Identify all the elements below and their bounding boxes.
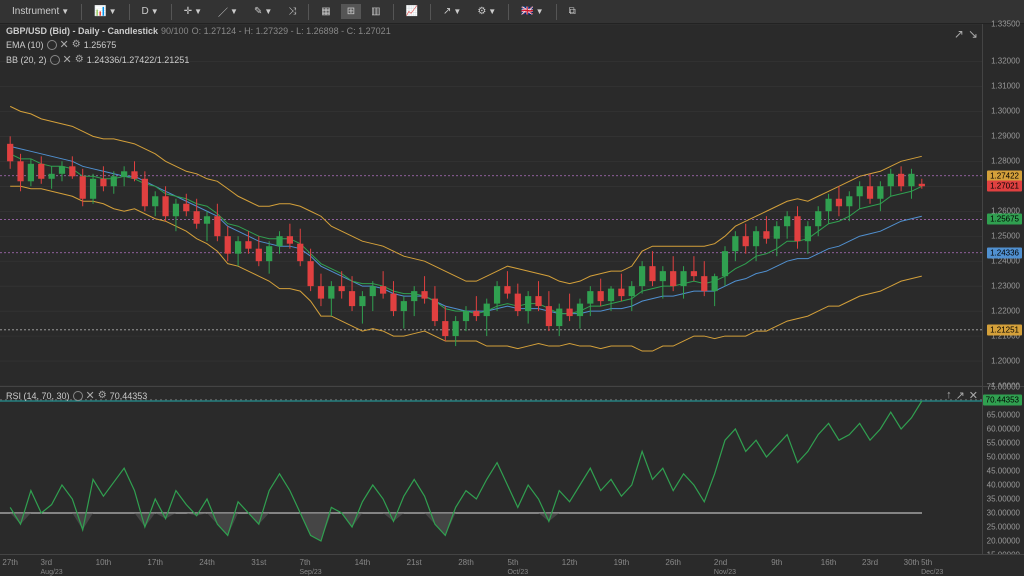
pencil-icon[interactable]: ✎▼: [248, 4, 278, 19]
close-icon[interactable]: ✕: [86, 389, 95, 402]
bb-value: 1.24336/1.27422/1.21251: [87, 55, 190, 65]
price-chart[interactable]: GBP/USD (Bid) - Daily - Candlestick 90/1…: [0, 24, 1024, 386]
copy-icon[interactable]: ⧉: [563, 4, 582, 19]
indicator-icon[interactable]: 📈: [400, 4, 424, 19]
eye-icon[interactable]: [73, 391, 83, 401]
eye-icon[interactable]: [50, 55, 60, 65]
gear-icon[interactable]: ⚙: [72, 39, 81, 50]
grid-icon[interactable]: ▦: [315, 4, 336, 19]
close-icon[interactable]: ✕: [63, 53, 72, 66]
price-chart-svg: [0, 24, 982, 386]
flag-icon[interactable]: 🇬🇧▼: [515, 4, 549, 19]
chart-type-icon[interactable]: 📊▼: [88, 4, 122, 19]
price-axis[interactable]: 1.190001.200001.210001.220001.230001.240…: [982, 24, 1024, 386]
ema-value: 1.25675: [84, 40, 117, 50]
crosshair-icon[interactable]: ✛▼: [178, 4, 208, 19]
rsi-value: 70.44353: [110, 391, 148, 401]
settings-icon[interactable]: ⚙▼: [471, 4, 502, 19]
share-icon[interactable]: ↗▼: [437, 4, 467, 19]
ema-label: EMA (10): [6, 40, 44, 50]
chart-header: GBP/USD (Bid) - Daily - Candlestick 90/1…: [6, 26, 391, 68]
instrument-dropdown[interactable]: Instrument ▼: [6, 4, 75, 19]
expand-icon[interactable]: ↗: [954, 27, 964, 41]
close-icon[interactable]: ✕: [60, 38, 69, 51]
rsi-label: RSI (14, 70, 30): [6, 391, 70, 401]
gear-icon[interactable]: ⚙: [98, 390, 107, 401]
toolbar: Instrument ▼ 📊▼ D ▼ ✛▼ ／▼ ✎▼ ⤨ ▦ ⊞ ▥ 📈 ↗…: [0, 0, 1024, 24]
symbol-label: GBP/USD (Bid) - Daily - Candlestick: [6, 26, 158, 36]
ohlc-text: O: 1.27124 - H: 1.27329 - L: 1.26898 - C…: [192, 26, 391, 36]
rsi-chart-svg: [0, 387, 982, 555]
gear-icon[interactable]: ⚙: [75, 54, 84, 65]
time-axis[interactable]: 27th3rdAug/2310th17th24th31st7thSep/2314…: [0, 554, 1024, 576]
rsi-panel[interactable]: RSI (14, 70, 30) ✕ ⚙ 70.44353 ↑ ↗ ✕ 15.0…: [0, 386, 1024, 554]
collapse-icon[interactable]: ↘: [968, 27, 978, 41]
eye-icon[interactable]: [47, 40, 57, 50]
timeframe-dropdown[interactable]: D ▼: [136, 4, 165, 19]
draw-line-icon[interactable]: ／▼: [212, 2, 244, 21]
bars-count: 90/100: [161, 26, 189, 36]
rsi-axis[interactable]: 15.0000020.0000025.0000030.0000035.00000…: [982, 387, 1024, 554]
layout-icon[interactable]: ⊞: [341, 4, 361, 19]
layout2-icon[interactable]: ▥: [365, 4, 386, 19]
shuffle-icon[interactable]: ⤨: [282, 4, 302, 19]
bb-label: BB (20, 2): [6, 55, 47, 65]
chart-controls: ↗ ↘: [954, 27, 978, 41]
